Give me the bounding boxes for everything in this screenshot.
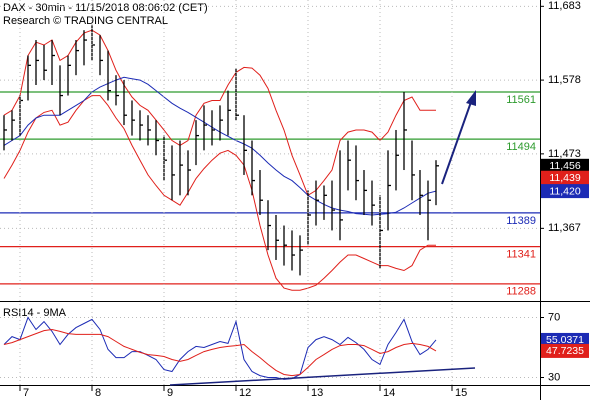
x-tick-label: 9 xyxy=(167,387,173,399)
x-tick-label: 14 xyxy=(383,387,395,399)
y-tick-label: 30 xyxy=(548,371,560,383)
last-value-label: 11,439 xyxy=(549,172,580,184)
x-tick-label: 12 xyxy=(239,387,251,399)
chart-subtitle: Research © TRADING CENTRAL xyxy=(3,15,168,27)
x-tick-label: 7 xyxy=(23,387,29,399)
y-tick-label: 70 xyxy=(548,311,560,323)
indicator-line xyxy=(3,328,437,377)
level-label: 11389 xyxy=(506,215,536,227)
last-value-label: 11,420 xyxy=(549,185,580,197)
level-label: 11288 xyxy=(506,286,536,298)
forecast-arrow xyxy=(441,101,472,185)
x-tick-label: 15 xyxy=(455,387,467,399)
chart-title: DAX - 30min - 11/15/2018 08:06:02 (CET) xyxy=(3,2,208,14)
level-label: 11494 xyxy=(506,141,536,153)
rsi-trendline xyxy=(169,367,476,386)
last-value-box xyxy=(541,158,589,173)
arrow-head xyxy=(466,90,476,106)
last-value-label: 55.0371 xyxy=(546,334,584,346)
y-tick-label: 11,473 xyxy=(548,148,581,160)
x-tick-label: 8 xyxy=(95,387,101,399)
rsi-title: RSI14 - 9MA xyxy=(3,307,67,319)
x-tick-label: 13 xyxy=(311,387,323,399)
last-value-box xyxy=(541,184,589,199)
last-value-box xyxy=(541,332,589,347)
indicator-line xyxy=(3,95,436,291)
last-value-label: 47.7235 xyxy=(546,345,584,357)
last-value-box xyxy=(541,343,589,358)
last-value-label: 11,456 xyxy=(549,160,580,172)
last-value-box xyxy=(541,170,589,185)
y-tick-label: 11,683 xyxy=(548,0,581,12)
level-label: 11561 xyxy=(506,94,536,106)
level-label: 11341 xyxy=(506,249,536,261)
y-tick-label: 11,367 xyxy=(548,222,581,234)
y-tick-label: 11,578 xyxy=(548,74,581,86)
indicator-line xyxy=(3,316,437,380)
